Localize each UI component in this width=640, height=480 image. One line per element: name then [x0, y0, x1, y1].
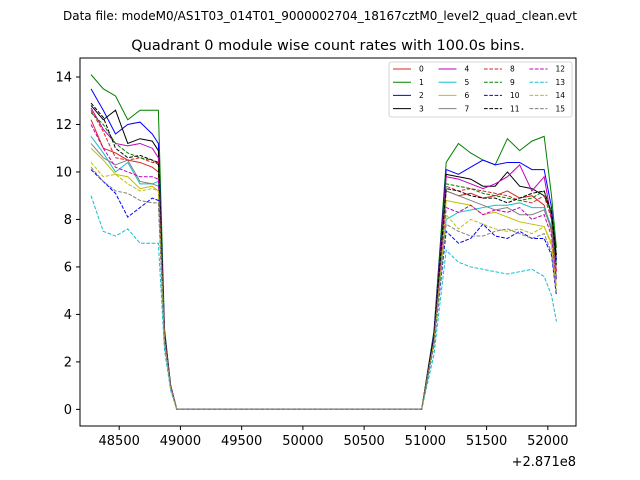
series-line-15 — [90, 166, 557, 410]
legend-label-13: 13 — [556, 78, 566, 87]
y-tick-label: 8 — [64, 213, 72, 228]
legend-label-7: 7 — [465, 104, 470, 113]
y-tick-label: 10 — [55, 165, 72, 180]
y-tick-label: 4 — [64, 308, 72, 323]
legend-label-4: 4 — [465, 65, 470, 74]
x-tick-label: 49000 — [160, 434, 201, 449]
legend-label-3: 3 — [419, 104, 424, 113]
series-line-11 — [90, 102, 557, 410]
x-tick-label: 51500 — [466, 434, 507, 449]
x-tick-label: 52000 — [527, 434, 568, 449]
y-tick-label: 2 — [64, 355, 72, 370]
legend-label-11: 11 — [510, 104, 520, 113]
legend-label-9: 9 — [510, 78, 515, 87]
y-tick-label: 6 — [64, 260, 72, 275]
x-tick-label: 50500 — [343, 434, 384, 449]
x-tick-label: 50000 — [282, 434, 323, 449]
legend-label-10: 10 — [510, 91, 520, 100]
legend-label-0: 0 — [419, 65, 424, 74]
series-line-12 — [90, 124, 557, 410]
legend-label-12: 12 — [556, 65, 566, 74]
chart-suptitle: Data file: modeM0/AS1T03_014T01_90000027… — [63, 9, 577, 23]
legend-label-5: 5 — [465, 78, 470, 87]
legend-label-8: 8 — [510, 65, 515, 74]
legend-label-1: 1 — [419, 78, 424, 87]
legend-label-15: 15 — [556, 104, 566, 113]
x-tick-label: 51000 — [405, 434, 446, 449]
series-line-14 — [90, 162, 557, 410]
plot-area-frame — [79, 57, 577, 427]
chart-title: Quadrant 0 module wise count rates with … — [131, 38, 525, 54]
x-tick-label: 49500 — [221, 434, 262, 449]
legend-label-2: 2 — [419, 91, 424, 100]
y-tick-label: 14 — [55, 70, 72, 85]
legend-box — [388, 61, 573, 118]
legend-label-6: 6 — [465, 91, 470, 100]
x-offset-label: +2.871e8 — [512, 455, 576, 470]
legend-label-14: 14 — [556, 91, 566, 100]
y-tick-label: 12 — [55, 118, 72, 133]
y-tick-label: 0 — [64, 403, 72, 418]
x-tick-label: 48500 — [99, 434, 140, 449]
